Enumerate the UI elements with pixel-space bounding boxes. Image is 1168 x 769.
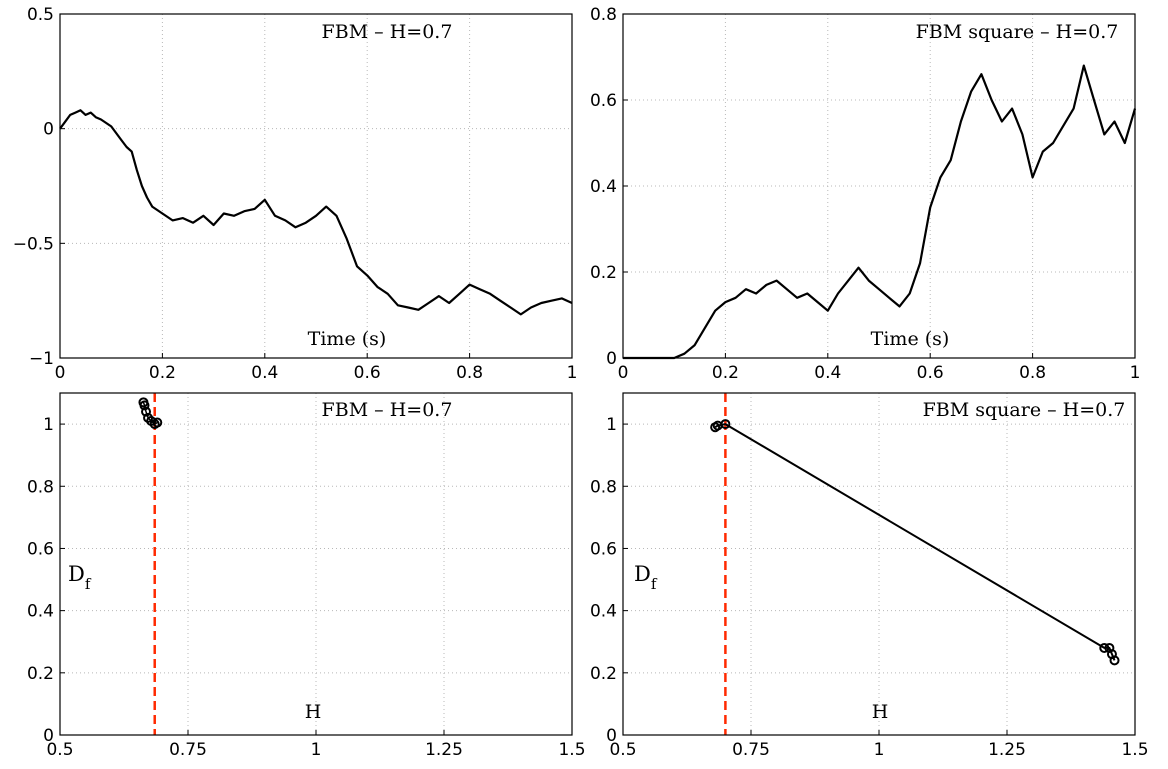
y-tick-label: 0.2 bbox=[27, 664, 54, 684]
x-axis-label: H bbox=[872, 701, 889, 723]
y-tick-label: 0.6 bbox=[27, 539, 54, 559]
x-tick-label: 0.2 bbox=[712, 363, 739, 383]
y-tick-label: 0.4 bbox=[590, 602, 617, 622]
x-tick-label: 1.25 bbox=[425, 740, 463, 760]
x-tick-label: 0.4 bbox=[251, 363, 278, 383]
x-tick-label: 0 bbox=[618, 363, 629, 383]
x-axis-label: Time (s) bbox=[308, 328, 387, 350]
y-tick-label: 0.6 bbox=[590, 91, 617, 111]
panel-title: FBM – H=0.7 bbox=[322, 21, 453, 43]
series-line bbox=[623, 64, 1137, 360]
data-point bbox=[152, 417, 163, 428]
y-tick-label: −1 bbox=[29, 349, 54, 369]
y-tick-label: 0 bbox=[43, 120, 54, 140]
y-tick-label: 0.2 bbox=[590, 664, 617, 684]
x-tick-label: 0.5 bbox=[46, 740, 73, 760]
panel-title: FBM square – H=0.7 bbox=[923, 399, 1126, 421]
data-point bbox=[1109, 655, 1120, 666]
x-tick-label: 1.5 bbox=[558, 740, 585, 760]
y-tick-label: 0 bbox=[43, 726, 54, 746]
panel-fbm-square-time: FBM square – H=0.7 Time (s) 0 0.2 0.4 0.6 0.… bbox=[590, 5, 1140, 383]
y-tick-label: 0.4 bbox=[27, 602, 54, 622]
plot-frame bbox=[59, 392, 573, 736]
x-tick-label: 0 bbox=[55, 363, 66, 383]
series-line bbox=[714, 423, 1116, 661]
x-tick-label: 0.5 bbox=[609, 740, 636, 760]
y-tick-label: 0.2 bbox=[590, 263, 617, 283]
y-tick-label: −0.5 bbox=[13, 234, 54, 254]
y-tick-label: 0.4 bbox=[590, 177, 617, 197]
y-tick-label: 0.8 bbox=[27, 477, 54, 497]
y-tick-label: 1 bbox=[43, 415, 54, 435]
x-tick-label: 0.2 bbox=[149, 363, 176, 383]
x-tick-label: 0.8 bbox=[456, 363, 483, 383]
x-tick-label: 1 bbox=[1130, 363, 1141, 383]
panel-title: FBM – H=0.7 bbox=[322, 399, 453, 421]
data-point bbox=[720, 419, 731, 430]
y-tick-label: 0 bbox=[606, 349, 617, 369]
x-tick-label: 1.5 bbox=[1121, 740, 1148, 760]
y-tick-label: 0.8 bbox=[590, 477, 617, 497]
x-axis-label: Time (s) bbox=[871, 328, 950, 350]
y-tick-label: 1 bbox=[606, 415, 617, 435]
series-line bbox=[59, 109, 573, 316]
x-tick-label: 1 bbox=[567, 363, 578, 383]
plot-frame bbox=[622, 13, 1136, 359]
data-point bbox=[141, 406, 152, 417]
x-tick-label: 0.75 bbox=[732, 740, 770, 760]
y-tick-label: 0.6 bbox=[590, 539, 617, 559]
x-tick-label: 1 bbox=[311, 740, 322, 760]
panel-fbm-square-spectrum: FBM square – H=0.7 H Df 0.5 0.75 1 1.25 1.5 0… bbox=[590, 392, 1149, 760]
plot-frame bbox=[59, 13, 573, 359]
x-tick-label: 0.6 bbox=[917, 363, 944, 383]
panel-fbm-time: FBM – H=0.7 Time (s) 0 0.2 0.4 0.6 0.8 1 −1 −0.… bbox=[13, 5, 578, 383]
x-tick-label: 1.25 bbox=[988, 740, 1026, 760]
plot-frame bbox=[622, 392, 1136, 736]
data-point bbox=[139, 400, 150, 411]
y-axis-label: Df bbox=[68, 562, 92, 593]
x-tick-label: 0.6 bbox=[354, 363, 381, 383]
x-tick-label: 0.75 bbox=[169, 740, 207, 760]
x-axis-label: H bbox=[305, 701, 322, 723]
y-tick-label: 0.5 bbox=[27, 5, 54, 25]
panel-fbm-spectrum: FBM – H=0.7 H Df 0.5 0.75 1 1.25 1.5 0 0.2 0.4 0… bbox=[27, 392, 586, 760]
x-tick-label: 1 bbox=[874, 740, 885, 760]
x-tick-label: 0.4 bbox=[814, 363, 841, 383]
panel-title: FBM square – H=0.7 bbox=[916, 21, 1119, 43]
x-tick-label: 0.8 bbox=[1019, 363, 1046, 383]
y-tick-label: 0 bbox=[606, 726, 617, 746]
y-axis-label: Df bbox=[634, 562, 658, 593]
y-tick-label: 0.8 bbox=[590, 5, 617, 25]
data-point bbox=[1099, 642, 1110, 653]
